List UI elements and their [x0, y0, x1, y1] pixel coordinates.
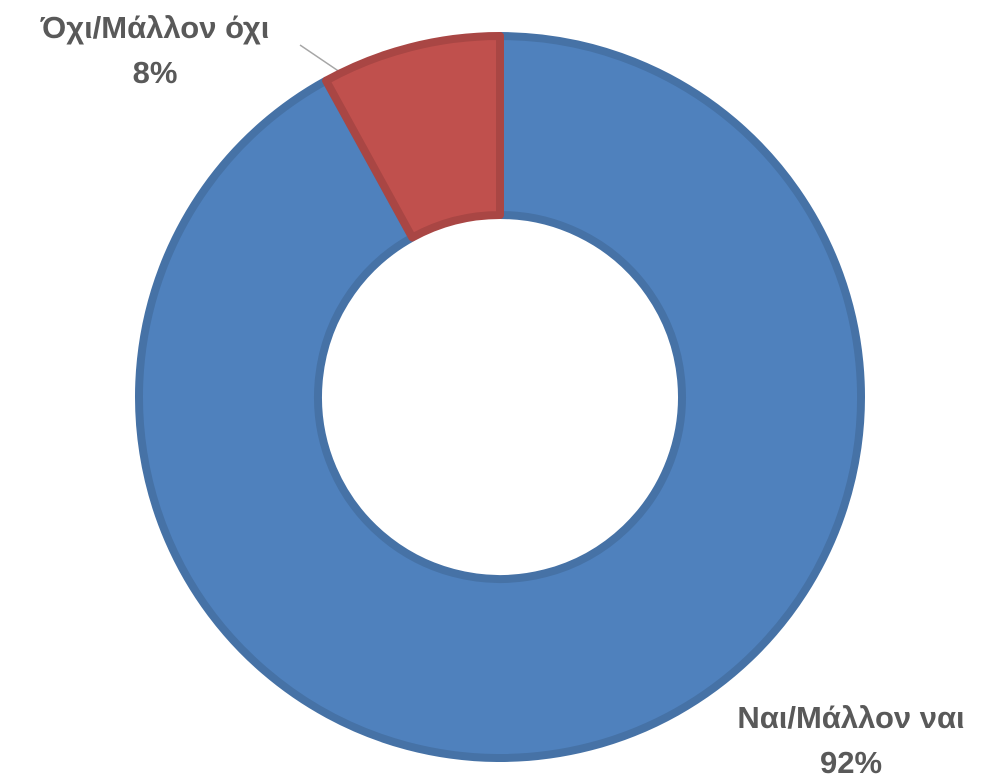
category-label: Όχι/Μάλλον όχι: [40, 10, 270, 45]
category-label: Ναι/Μάλλον ναι: [737, 700, 964, 735]
value-label: 8%: [133, 55, 178, 90]
value-label: 92%: [820, 745, 882, 780]
donut-segment: [322, 32, 504, 242]
donut-segment: [135, 32, 865, 762]
